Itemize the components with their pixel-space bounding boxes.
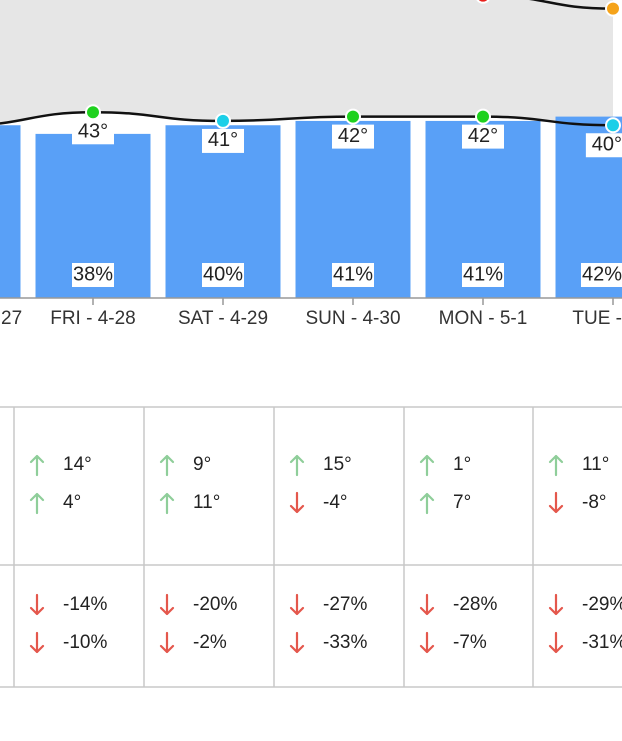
cell-value: -2% [193, 632, 227, 653]
trend-arrow [419, 492, 435, 515]
bar [0, 125, 21, 299]
trend-arrow [548, 454, 564, 477]
trend-arrow [29, 631, 45, 654]
cell-value: -14% [63, 594, 107, 615]
cell-value: -33% [323, 632, 367, 653]
cell-value: 9° [193, 454, 211, 475]
value-label: 41% [463, 263, 503, 285]
trend-arrow [29, 454, 45, 477]
cell-value: -7% [453, 632, 487, 653]
x-tick-label: MON - 5-1 [439, 308, 528, 329]
range-area [0, 0, 613, 126]
cell-value: -10% [63, 632, 107, 653]
temperature-point [215, 112, 231, 129]
value-label: 38% [73, 263, 113, 285]
value-label-bg [202, 128, 244, 153]
cell-value: 7° [453, 492, 471, 513]
value-label: 41° [208, 129, 238, 151]
value-label-bg [202, 263, 244, 287]
cell-value: -4° [323, 492, 348, 513]
cell-value: 1° [453, 454, 471, 475]
trend-arrow [548, 593, 564, 616]
value-label: 40° [592, 134, 622, 156]
temperature-point [605, 117, 621, 134]
value-label-bg [72, 120, 114, 145]
temperature-point [476, 0, 490, 4]
temperature-point [345, 108, 361, 125]
cell-value: 15° [323, 454, 352, 475]
trend-arrow [159, 454, 175, 477]
trend-arrow [289, 491, 305, 514]
trend-arrow [159, 593, 175, 616]
value-label: 40% [203, 263, 243, 285]
trend-arrow [159, 492, 175, 515]
temperature-line [528, 0, 614, 10]
cell-value: -8° [582, 492, 607, 513]
value-label: 43° [78, 121, 108, 143]
temperature-point [605, 0, 621, 17]
trend-arrow [29, 593, 45, 616]
value-label-bg [462, 263, 504, 287]
trend-arrow [29, 492, 45, 515]
x-tick-label: FRI - 4-28 [50, 308, 136, 329]
trend-arrow [289, 454, 305, 477]
value-label-bg [580, 263, 622, 287]
trend-arrow [548, 491, 564, 514]
value-label-bg [462, 124, 504, 149]
cell-value: -29% [582, 594, 622, 615]
cell-value: 4° [63, 492, 81, 513]
cell-value: -28% [453, 594, 497, 615]
cell-value: -20% [193, 594, 237, 615]
trend-arrow [289, 593, 305, 616]
value-label: 41% [333, 263, 373, 285]
value-label: 42° [468, 125, 498, 147]
cell-value: -31% [582, 632, 622, 653]
temperature-line [0, 111, 614, 127]
x-tick-label: SUN - 4-30 [305, 308, 400, 329]
value-label-bg [332, 263, 374, 287]
trend-arrow [419, 593, 435, 616]
value-label-bg [332, 124, 374, 149]
trend-arrow [159, 631, 175, 654]
x-tick-label: SAT - 4-29 [178, 308, 268, 329]
x-tick-label: 27 [1, 308, 22, 329]
value-label-bg [72, 263, 114, 287]
trend-arrow [548, 631, 564, 654]
cell-value: -27% [323, 594, 367, 615]
cell-value: 11° [582, 454, 609, 475]
value-label-bg [585, 133, 622, 158]
temperature-point [475, 108, 491, 125]
trend-arrow [289, 631, 305, 654]
value-label: 42° [338, 125, 368, 147]
value-label: 42% [582, 263, 622, 285]
cell-value: 11° [193, 492, 220, 513]
temperature-point [85, 104, 101, 121]
x-tick-label: TUE - [572, 308, 622, 329]
trend-arrow [419, 631, 435, 654]
trend-arrow [419, 454, 435, 477]
cell-value: 14° [63, 454, 92, 475]
